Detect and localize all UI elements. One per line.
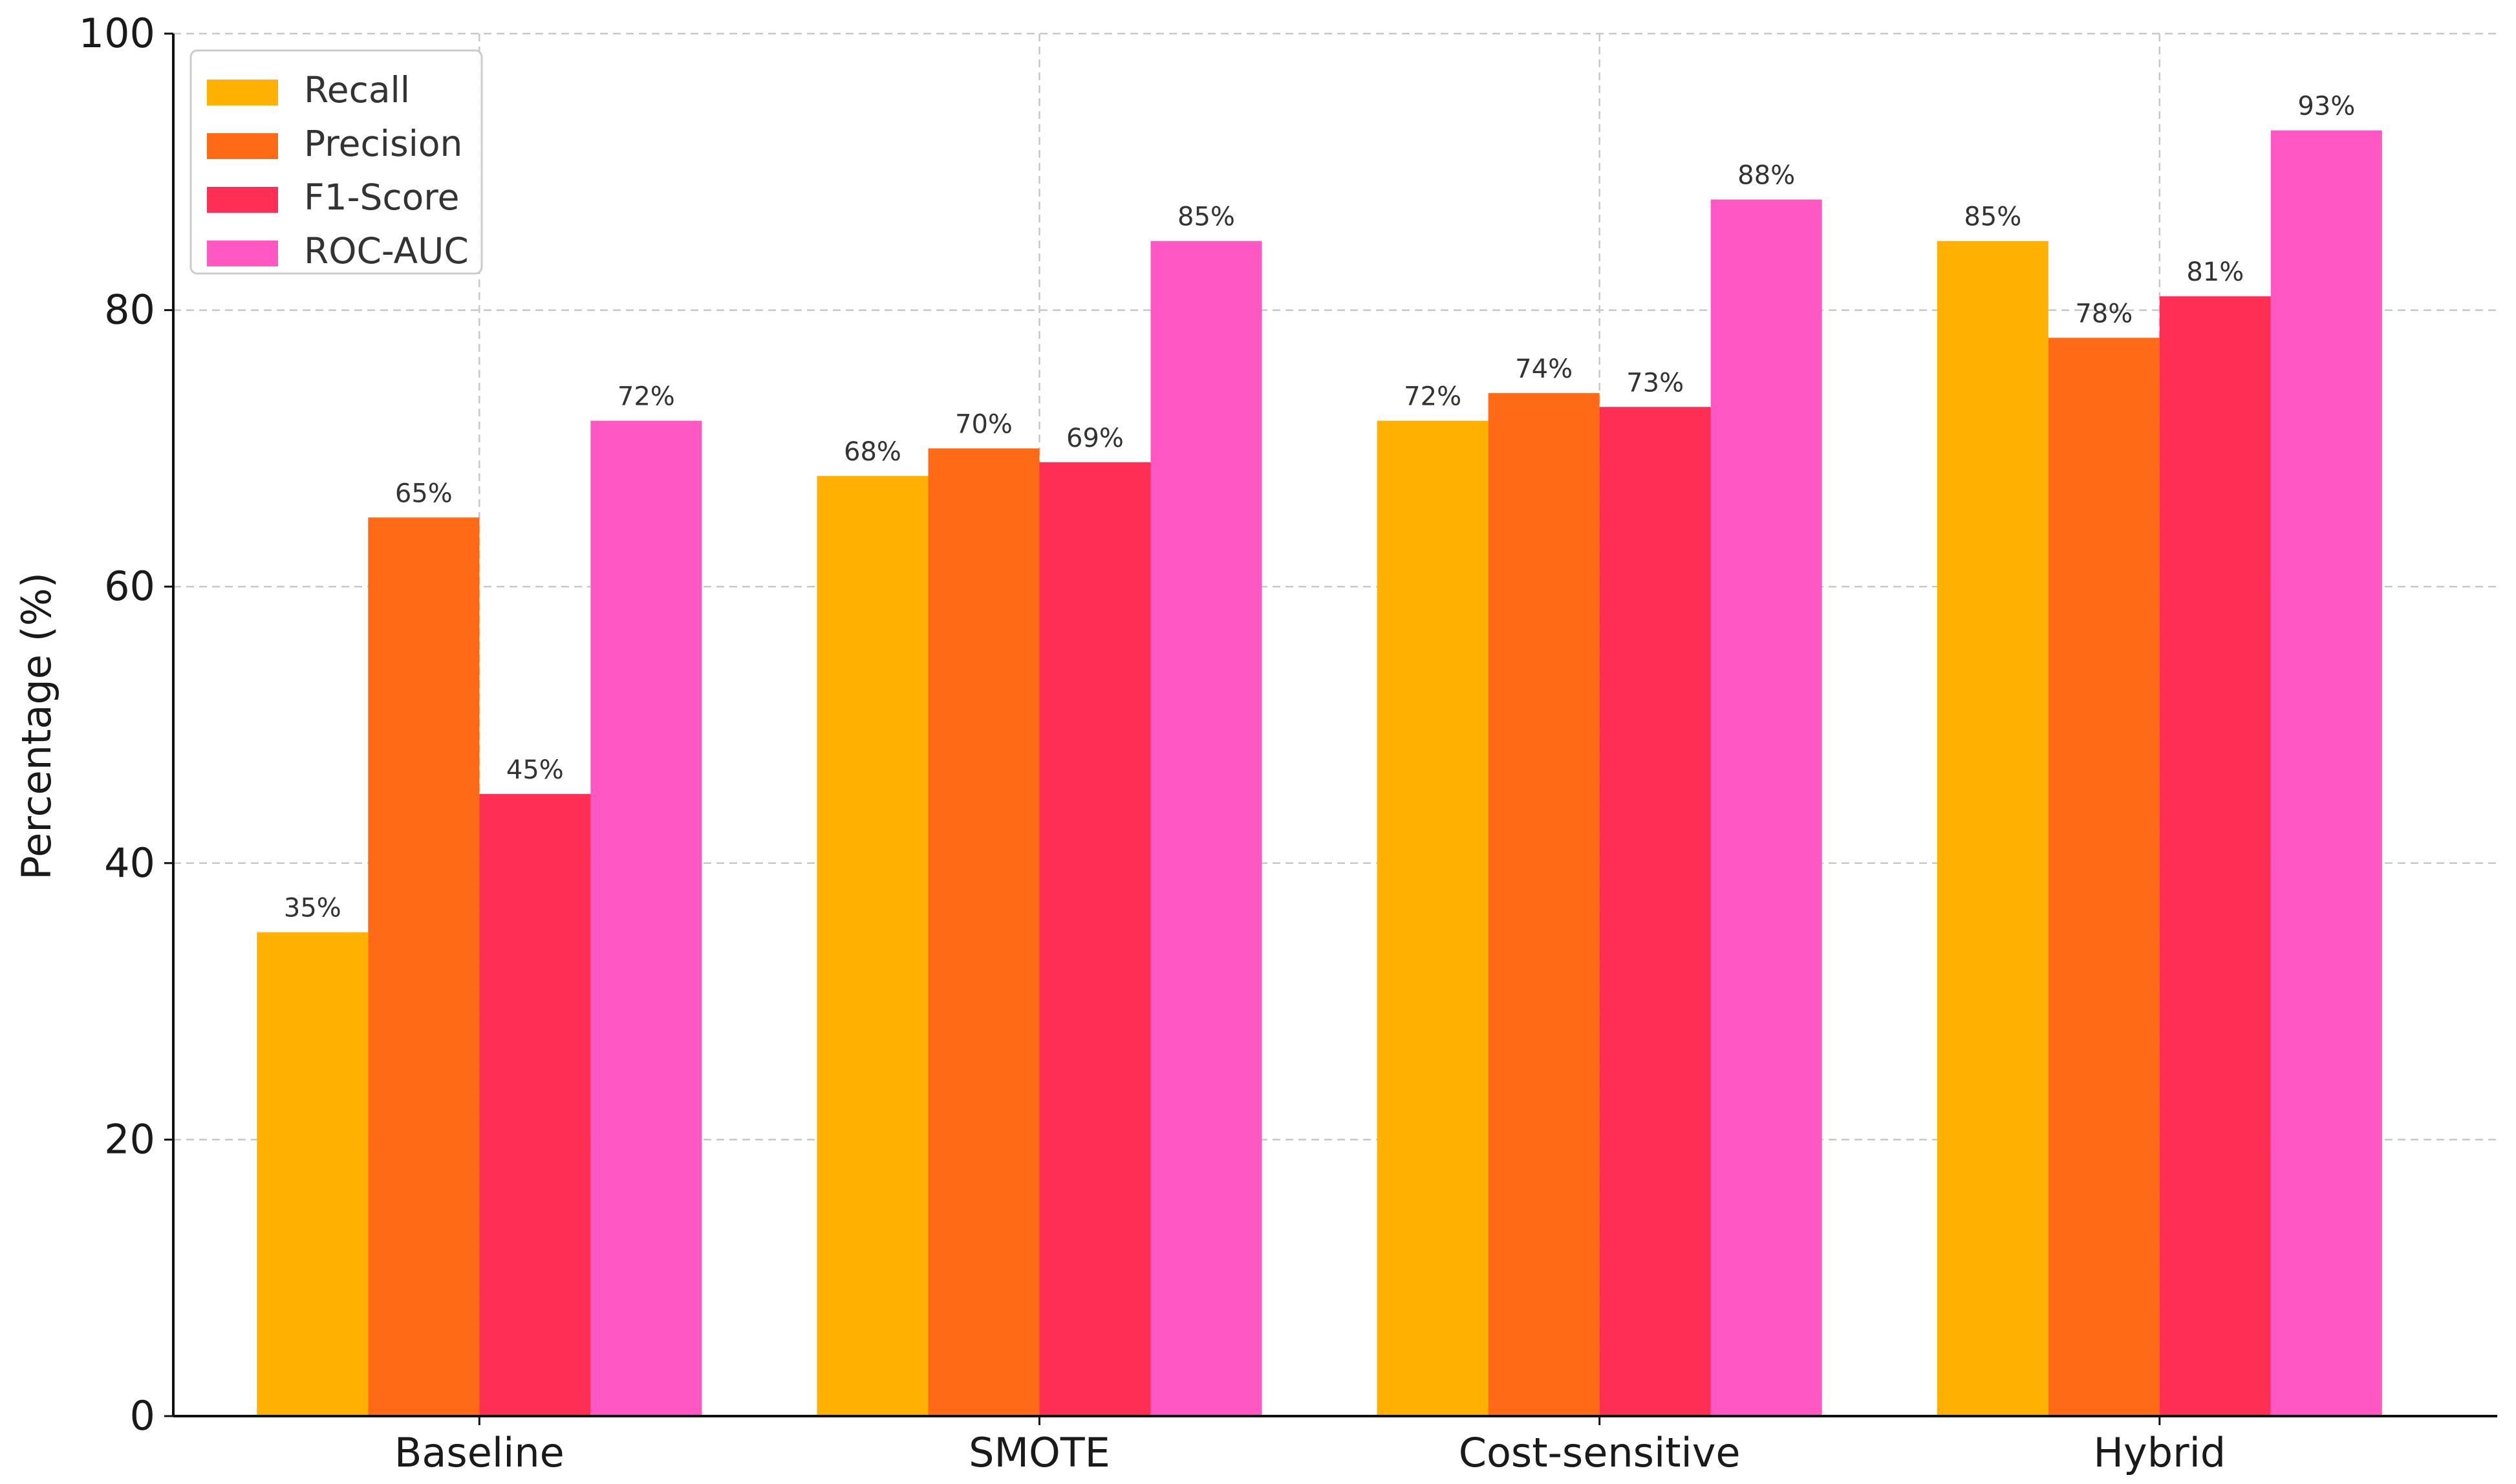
- legend-label: Recall: [304, 69, 410, 111]
- x-tick-label: Cost-sensitive: [1459, 1429, 1741, 1476]
- bar-recall-baseline: [257, 932, 369, 1416]
- legend-label: ROC-AUC: [304, 230, 469, 272]
- bar-f1-score-smote: [1039, 462, 1151, 1416]
- data-label: 35%: [284, 894, 341, 923]
- data-label: 45%: [506, 755, 564, 785]
- legend-swatch: [207, 241, 278, 266]
- legend: Recall Precision F1-Score ROC-AUC: [189, 49, 483, 275]
- y-axis-title: Percentage (%): [13, 572, 60, 880]
- bar-roc-auc-baseline: [590, 420, 702, 1416]
- legend-swatch: [207, 80, 278, 105]
- y-tick-label: 100: [79, 10, 155, 57]
- bar-precision-smote: [928, 448, 1040, 1416]
- data-label: 72%: [618, 382, 675, 412]
- data-labels: 35% 68% 72% 85% 65% 70% 74% 78% 45% 69% 73% 81% 72% 8…: [284, 92, 2355, 923]
- legend-label: Precision: [304, 123, 462, 164]
- bar-roc-auc-hybrid: [2270, 130, 2382, 1416]
- data-label: 81%: [2186, 257, 2244, 287]
- bar-f1-score-cost-sensitive: [1599, 407, 1711, 1416]
- bar-precision-cost-sensitive: [1488, 393, 1600, 1416]
- data-label: 85%: [1964, 202, 2021, 232]
- y-tick-label: 20: [104, 1115, 155, 1163]
- bar-f1-score-baseline: [479, 793, 591, 1416]
- axes: 0 20 40 60 80 100 Baseline SMOTE Cost-sensitive H…: [79, 10, 2497, 1476]
- data-label: 68%: [844, 437, 901, 467]
- y-tick-label: 60: [104, 563, 155, 610]
- legend-swatch: [207, 187, 278, 213]
- bar-roc-auc-cost-sensitive: [1710, 199, 1822, 1416]
- legend-swatch: [207, 133, 278, 159]
- bar-recall-hybrid: [1937, 241, 2048, 1417]
- x-tick-label: Baseline: [394, 1429, 564, 1476]
- x-tick-label: SMOTE: [969, 1429, 1110, 1476]
- bar-recall-smote: [817, 476, 929, 1417]
- bar-recall-cost-sensitive: [1377, 420, 1489, 1416]
- bar-f1-score-hybrid: [2159, 296, 2271, 1417]
- bars: [257, 130, 2382, 1417]
- data-label: 72%: [1404, 382, 1461, 412]
- bar-precision-baseline: [368, 517, 480, 1416]
- data-label: 69%: [1066, 424, 1124, 453]
- data-label: 85%: [1177, 202, 1235, 232]
- data-label: 78%: [2075, 299, 2133, 328]
- legend-label: F1-Score: [304, 177, 460, 218]
- data-label: 88%: [1737, 161, 1795, 191]
- bar-precision-hybrid: [2048, 338, 2160, 1416]
- y-tick-label: 80: [104, 286, 155, 334]
- data-label: 65%: [395, 479, 453, 508]
- data-label: 73%: [1626, 368, 1684, 398]
- data-label: 70%: [955, 409, 1013, 439]
- x-tick-label: Hybrid: [2093, 1429, 2226, 1476]
- data-label: 74%: [1515, 354, 1573, 384]
- y-tick-label: 40: [104, 839, 155, 887]
- y-tick-label: 0: [130, 1392, 155, 1439]
- data-label: 93%: [2297, 92, 2355, 122]
- bar-roc-auc-smote: [1150, 241, 1262, 1417]
- legend-box: [189, 49, 483, 275]
